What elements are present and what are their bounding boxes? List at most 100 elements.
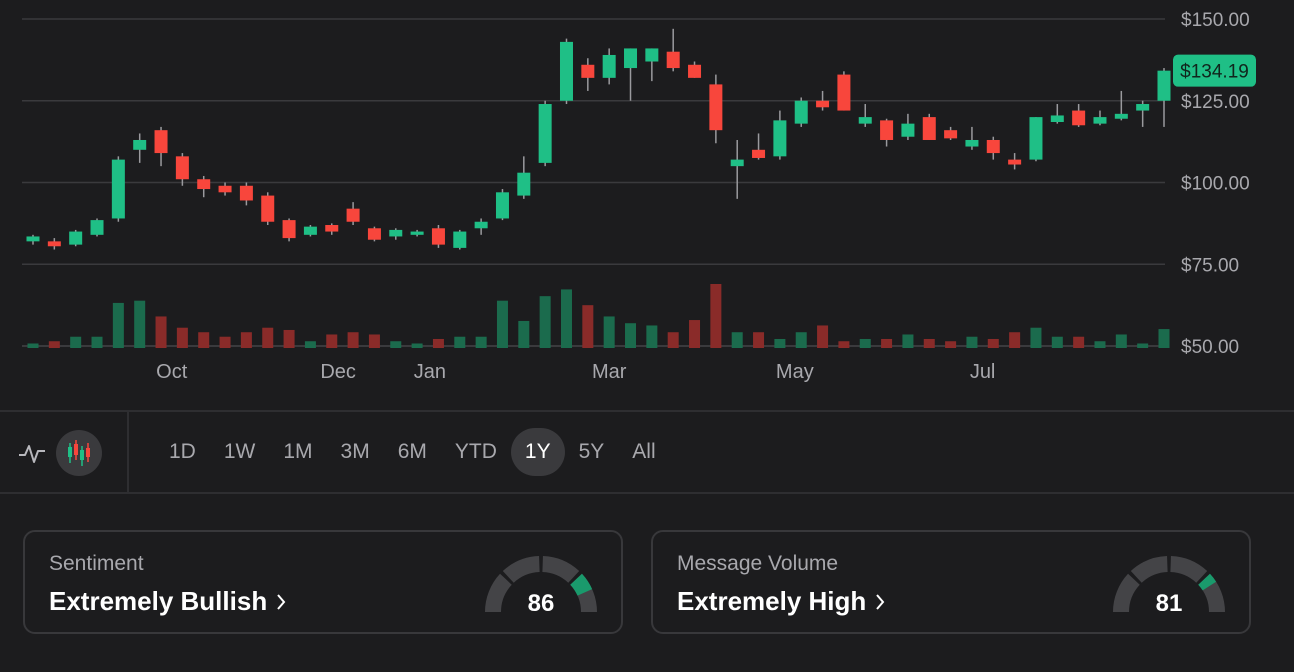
volume-bar — [1158, 329, 1170, 348]
candle-body — [26, 236, 40, 242]
sentiment-value: Extremely Bullish — [49, 586, 287, 619]
volume-bar — [923, 338, 935, 348]
candle-body — [709, 84, 723, 131]
candle-body — [175, 156, 189, 180]
volume-bar — [48, 341, 60, 348]
volume-bar — [326, 334, 338, 348]
range-3m[interactable]: 3M — [340, 440, 370, 463]
candle-body — [367, 228, 381, 240]
candle-body — [901, 123, 915, 137]
candle-body — [325, 225, 339, 232]
last-price-badge — [1173, 54, 1256, 87]
candle-body — [133, 139, 147, 150]
line-chart-icon[interactable] — [9, 430, 55, 476]
range-6m[interactable]: 6M — [397, 440, 427, 463]
candle-body — [410, 231, 424, 235]
range-1d[interactable]: 1D — [169, 440, 196, 463]
volume-bar — [411, 343, 423, 348]
volume-bar — [176, 327, 188, 348]
candle-body — [773, 120, 787, 157]
range-5y[interactable]: 5Y — [578, 440, 605, 463]
message-volume-card[interactable]: Message Volume Extremely High 81 — [651, 530, 1251, 634]
volume-bar — [368, 334, 380, 348]
volume-bar — [795, 332, 807, 348]
volume-bar — [1115, 334, 1127, 348]
candle-body — [517, 172, 531, 196]
range-1y[interactable]: 1Y — [510, 428, 565, 476]
gauge-segment — [1170, 556, 1208, 583]
toolbar-divider — [0, 492, 1294, 494]
gauge-segment — [502, 556, 540, 583]
message-volume-gauge — [1113, 556, 1225, 612]
volume-bar — [966, 336, 978, 348]
volume-bar — [1009, 332, 1021, 348]
volume-bar — [475, 336, 487, 348]
volume-bar — [945, 341, 957, 348]
candle-body — [602, 54, 616, 78]
candle-body — [261, 195, 275, 222]
volume-bar — [731, 332, 743, 348]
volume-bar — [881, 338, 893, 348]
chevron-right-icon — [874, 588, 886, 619]
candle-body — [346, 208, 360, 222]
candle-body — [794, 100, 808, 124]
volume-bar — [582, 305, 594, 348]
candle-body — [495, 192, 509, 219]
candle-body — [1050, 115, 1064, 123]
sentiment-card[interactable]: Sentiment Extremely Bullish 86 — [23, 530, 623, 634]
y-tick-label: $50.00 — [1181, 337, 1239, 358]
gauge-segment — [485, 573, 512, 612]
candle-body — [559, 41, 573, 101]
volume-bar — [240, 332, 252, 348]
volume-bar — [155, 316, 167, 348]
chevron-right-icon — [275, 588, 287, 619]
candle-body — [282, 220, 296, 239]
candle-body — [986, 139, 1000, 154]
candlestick-icon[interactable] — [56, 430, 102, 476]
message-volume-value: Extremely High — [677, 586, 886, 619]
candle-body — [538, 104, 552, 163]
toolbar-separator — [127, 412, 129, 492]
volume-bar — [432, 338, 444, 348]
price-chart[interactable]: $150.00 $125.00 $100.00 $75.00 $50.00 Oct Dec… — [0, 0, 1294, 400]
range-1w[interactable]: 1W — [223, 440, 256, 463]
candle-body — [922, 117, 936, 140]
range-all[interactable]: All — [632, 440, 656, 463]
volume-bar — [689, 320, 701, 348]
y-tick-label: $75.00 — [1181, 255, 1239, 276]
gauge-segment — [1130, 556, 1168, 583]
volume-bar — [603, 316, 615, 348]
y-tick-label: $100.00 — [1181, 174, 1250, 195]
last-price-label: $134.19 — [1180, 62, 1249, 83]
chart-divider — [0, 410, 1294, 412]
candle-body — [666, 51, 680, 69]
volume-bar — [496, 300, 508, 348]
candle-body — [453, 231, 467, 248]
gauge-fill — [1198, 573, 1217, 591]
gauge-segment — [1113, 573, 1140, 612]
volume-bar — [219, 336, 231, 348]
volume-bar — [539, 296, 551, 348]
candle-body — [1093, 117, 1107, 124]
y-tick-label: $125.00 — [1181, 92, 1250, 113]
volume-bar — [817, 325, 829, 348]
range-ytd[interactable]: YTD — [454, 440, 497, 463]
candle-body — [474, 221, 488, 229]
range-1m[interactable]: 1M — [283, 440, 313, 463]
gauge-fill — [570, 573, 593, 596]
volume-bar — [987, 338, 999, 348]
volume-bar — [262, 327, 274, 348]
volume-bar — [1137, 343, 1149, 348]
message-volume-score: 81 — [1155, 590, 1183, 617]
volume-bar — [667, 332, 679, 348]
candle-body — [1029, 117, 1043, 160]
chart-toolbar: 1D 1W 1M 3M 6M YTD 1Y 5Y All — [0, 412, 1294, 492]
x-tick-label: May — [776, 361, 814, 383]
volume-bar — [27, 343, 39, 348]
candle-body — [752, 149, 766, 158]
candle-body — [154, 130, 168, 154]
x-tick-label: Dec — [320, 361, 356, 383]
candle-body — [624, 48, 638, 69]
candle-body — [239, 185, 253, 201]
volume-bar — [347, 332, 359, 348]
